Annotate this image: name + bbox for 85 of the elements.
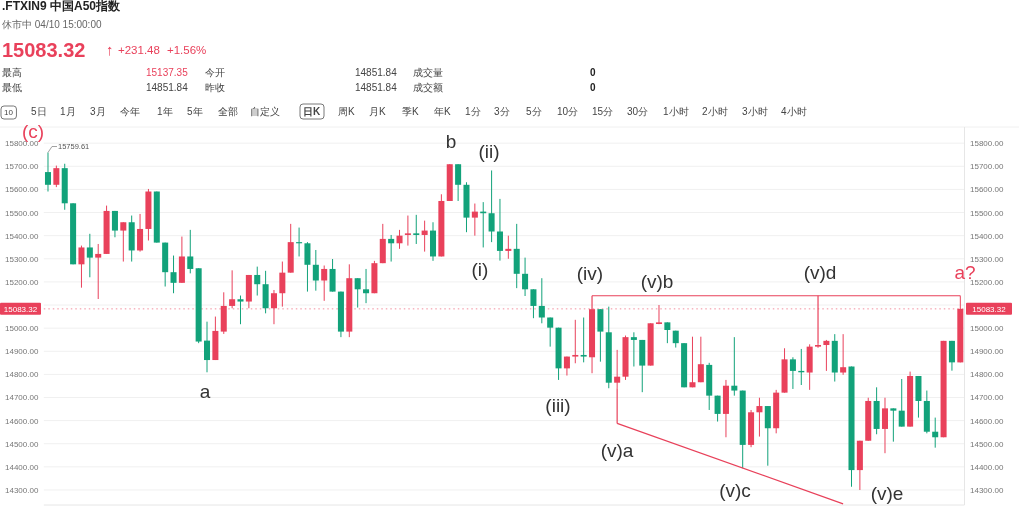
annotation: (ii)	[478, 141, 500, 162]
y2tick: 15000.00	[970, 324, 1004, 334]
annotation: 季K	[402, 106, 419, 117]
annotation: 15分	[592, 106, 614, 117]
annotation: 0	[590, 82, 596, 93]
annotation: +231.48	[118, 44, 160, 56]
annotation: 最高	[2, 67, 22, 78]
ytick: 15600.00	[5, 185, 39, 195]
ytick: 14800.00	[5, 370, 39, 380]
y2tick: 14300.00	[970, 485, 1004, 495]
annotation: 15083.32	[2, 39, 86, 61]
annotation: (v)a	[600, 440, 634, 461]
ytick: 15000.00	[5, 324, 39, 334]
annotation: 今年	[120, 106, 140, 117]
ytick: 15700.00	[5, 162, 39, 172]
annotation: 日K	[303, 106, 321, 117]
annotation: (iii)	[545, 395, 571, 416]
title: .FTXIN9 中国A50指数	[2, 0, 121, 13]
annotation: 14851.84	[355, 67, 397, 78]
y2tick: 15400.00	[970, 231, 1004, 241]
annotation: 年K	[434, 106, 451, 117]
ref-label: 15083.32	[972, 304, 1006, 314]
annotation: 自定义	[250, 106, 280, 117]
annotation: (v)d	[803, 262, 837, 283]
subtitle: 休市中 04/10 15:00:00	[2, 19, 102, 30]
annotation: 1年	[157, 106, 173, 117]
ytick: 15300.00	[5, 254, 39, 264]
annotation: 10分	[557, 106, 579, 117]
annotation: a	[199, 381, 211, 402]
annotation: 成交额	[413, 82, 443, 93]
annotation: 3小时	[742, 106, 768, 117]
annotation: ↑	[106, 41, 114, 58]
annotation: 5分	[526, 106, 542, 117]
annotation: 月K	[369, 106, 386, 117]
ytick: 14700.00	[5, 393, 39, 403]
annotation: 1小时	[663, 106, 689, 117]
y2tick: 14900.00	[970, 347, 1004, 357]
ytick: 15500.00	[5, 208, 39, 218]
annotation: 10	[4, 108, 13, 117]
ytick: 14300.00	[5, 485, 39, 495]
annotation: 3月	[90, 106, 106, 117]
annotation: 4小时	[781, 106, 807, 117]
annotation: 15137.35	[146, 67, 188, 78]
annotation: 0	[590, 67, 596, 78]
annotation: 全部	[218, 106, 238, 117]
annotation: (v)b	[640, 271, 674, 292]
y2tick: 15800.00	[970, 139, 1004, 149]
annotation: (i)	[471, 259, 489, 280]
y2tick: 15700.00	[970, 162, 1004, 172]
y2tick: 15200.00	[970, 277, 1004, 287]
ytick: 14500.00	[5, 439, 39, 449]
annotation: (iv)	[576, 263, 604, 284]
annotation: (v)c	[719, 480, 751, 501]
annotation: 昨收	[205, 82, 225, 93]
ytick: 14400.00	[5, 462, 39, 472]
y2tick: 15300.00	[970, 254, 1004, 264]
annotation: 30分	[627, 106, 649, 117]
annotation: (c)	[21, 121, 45, 142]
ref-label: 15083.32	[3, 304, 38, 314]
annotation: 5日	[31, 106, 47, 117]
annotation: 5年	[187, 106, 203, 117]
y2tick: 15600.00	[970, 185, 1004, 195]
y2tick: 14400.00	[970, 462, 1004, 472]
annotation: 2小时	[702, 106, 728, 117]
ytick: 14900.00	[5, 347, 39, 357]
ytick: 15400.00	[5, 231, 39, 241]
annotation: 成交量	[413, 67, 443, 78]
annotation: 14851.84	[355, 82, 397, 93]
y2tick: 15500.00	[970, 208, 1004, 218]
y2tick: 14700.00	[970, 393, 1004, 403]
y2tick: 14600.00	[970, 416, 1004, 426]
annotation: 1分	[465, 106, 481, 117]
annotation: (v)e	[870, 483, 904, 504]
annotation: 1月	[60, 106, 76, 117]
y2tick: 14500.00	[970, 439, 1004, 449]
ytick: 15200.00	[5, 277, 39, 287]
annotation: 14851.84	[146, 82, 188, 93]
annotation: b	[445, 131, 457, 152]
ytick: 14600.00	[5, 416, 39, 426]
annotation: +1.56%	[167, 44, 207, 56]
annotation: 3分	[494, 106, 510, 117]
y2tick: 14800.00	[970, 370, 1004, 380]
annotation: 今开	[205, 67, 225, 78]
annotation: 周K	[338, 106, 355, 117]
annotation: 最低	[2, 82, 22, 93]
